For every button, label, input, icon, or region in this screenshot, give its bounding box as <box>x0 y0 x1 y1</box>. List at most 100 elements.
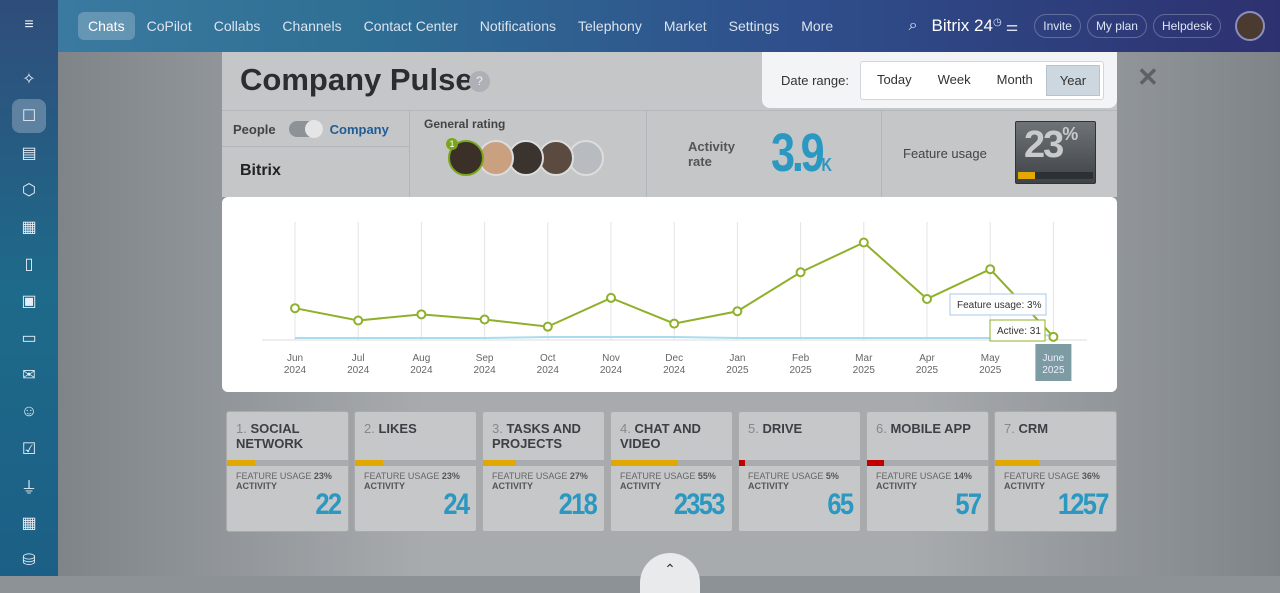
x-tick-label: 2024 <box>663 365 686 376</box>
x-tick-label: 2025 <box>789 365 812 376</box>
active-point <box>669 318 680 329</box>
range-week[interactable]: Week <box>937 71 971 87</box>
card-fu-value: 23% <box>313 471 332 481</box>
documents-icon[interactable]: ▯ <box>24 256 34 273</box>
feature-card[interactable]: 2. LIKES FEATURE USAGE 23% ACTIVITY 24 <box>354 411 477 532</box>
card-activity-label: ACTIVITY <box>876 481 918 491</box>
rating-avatar[interactable] <box>538 140 574 176</box>
card-number: 2. <box>364 421 375 436</box>
filter-icon[interactable]: ⏚ <box>20 480 37 497</box>
card-number: 6. <box>876 421 887 436</box>
avatar[interactable] <box>1235 11 1265 41</box>
x-tick-label: 2024 <box>410 365 433 376</box>
card-activity-value: 65 <box>827 488 854 521</box>
x-tick-label: Dec <box>665 353 683 364</box>
card-fu-value: 36% <box>1081 471 1100 481</box>
nav-market[interactable]: Market <box>663 18 707 34</box>
chats-icon[interactable]: ☐ <box>12 99 46 133</box>
invite-button[interactable]: Invite <box>1034 14 1081 38</box>
groups-icon[interactable]: ☺ <box>20 403 38 420</box>
nav-copilot[interactable]: CoPilot <box>146 18 192 34</box>
x-tick-label: Aug <box>413 353 431 364</box>
card-number: 1. <box>236 421 247 436</box>
nav-contact-center[interactable]: Contact Center <box>363 18 458 34</box>
x-tick-label: 2024 <box>347 365 370 376</box>
helpdesk-button[interactable]: Helpdesk <box>1152 14 1221 38</box>
database-icon[interactable]: ⛁ <box>22 552 36 569</box>
x-tick-label: 2024 <box>537 365 560 376</box>
nav-settings[interactable]: Settings <box>728 18 780 34</box>
calendar-icon[interactable]: ▦ <box>21 219 37 236</box>
rating-label: General rating <box>424 117 506 131</box>
nav-more[interactable]: More <box>801 18 834 34</box>
tasks-icon[interactable]: ☑ <box>21 441 37 458</box>
x-tick-label: Jul <box>352 353 365 364</box>
card-title: 5. DRIVE <box>748 421 858 436</box>
feature-card[interactable]: 1. SOCIAL NETWORK FEATURE USAGE 23% ACTI… <box>226 411 349 532</box>
card-name: CRM <box>1018 421 1049 436</box>
nav-collabs[interactable]: Collabs <box>213 18 261 34</box>
card-title: 4. CHAT AND VIDEO <box>620 421 730 451</box>
x-tick-label: 2025 <box>726 365 749 376</box>
card-fu-label: FEATURE USAGE <box>364 471 440 481</box>
close-icon[interactable]: ✕ <box>1137 62 1159 92</box>
card-fu-label: FEATURE USAGE <box>620 471 696 481</box>
x-tick-label: Sep <box>476 353 494 364</box>
feature-card[interactable]: 5. DRIVE FEATURE USAGE 5% ACTIVITY 65 <box>738 411 861 532</box>
active-point <box>1048 331 1059 342</box>
clock-icon: ◷ <box>992 16 1002 28</box>
x-tick-label: 2024 <box>284 365 307 376</box>
mail-icon[interactable]: ✉ <box>22 367 36 384</box>
feature-card[interactable]: 7. CRM FEATURE USAGE 36% ACTIVITY 1257 <box>994 411 1117 532</box>
active-point <box>290 303 300 314</box>
range-month[interactable]: Month <box>996 71 1033 87</box>
card-activity-label: ACTIVITY <box>236 481 278 491</box>
card-usage-bar <box>483 460 604 466</box>
my-plan-button[interactable]: My plan <box>1086 14 1147 38</box>
search-icon[interactable]: ⌕ <box>908 17 918 34</box>
active-point <box>353 315 364 326</box>
activity-cell: Activity rate 3.9K <box>647 110 882 197</box>
nav-telephony[interactable]: Telephony <box>578 18 642 34</box>
collabs-icon[interactable]: ⬡ <box>22 182 36 199</box>
settings-sliders-icon[interactable]: ⚌ <box>1005 17 1019 34</box>
card-usage-bar <box>867 460 988 466</box>
card-number: 4. <box>620 421 631 436</box>
help-icon[interactable]: ? <box>469 71 490 92</box>
card-usage-bar <box>355 460 476 466</box>
feature-card[interactable]: 4. CHAT AND VIDEO FEATURE USAGE 55% ACTI… <box>610 411 733 532</box>
activity-value: 3.9 <box>771 123 825 183</box>
board-icon[interactable]: ▣ <box>21 293 37 310</box>
copilot-icon[interactable]: ✧ <box>22 71 36 88</box>
card-activity-label: ACTIVITY <box>620 481 662 491</box>
nav-channels[interactable]: Channels <box>282 18 342 34</box>
feed-icon[interactable]: ▤ <box>21 145 37 162</box>
card-name: CHAT AND VIDEO <box>620 421 701 451</box>
card-fu-value: 23% <box>441 471 460 481</box>
rating-avatar[interactable]: 1 <box>446 138 484 176</box>
range-today[interactable]: Today <box>876 71 912 87</box>
planner-icon[interactable]: ▦ <box>21 515 37 532</box>
feature-card[interactable]: 6. MOBILE APP FEATURE USAGE 14% ACTIVITY… <box>866 411 989 532</box>
feature-card[interactable]: 3. TASKS AND PROJECTS FEATURE USAGE 27% … <box>482 411 605 532</box>
card-fu-label: FEATURE USAGE <box>876 471 952 481</box>
menu-icon[interactable]: ≡ <box>24 16 34 33</box>
card-title: 7. CRM <box>1004 421 1114 436</box>
x-tick-label: June <box>1043 353 1065 364</box>
stats-row <box>222 110 1117 197</box>
nav-chats[interactable]: Chats <box>78 12 135 40</box>
card-name: DRIVE <box>762 421 803 436</box>
card-activity-value: 22 <box>315 488 342 521</box>
x-tick-label: 2025 <box>853 365 876 376</box>
range-year[interactable]: Year <box>1045 64 1101 96</box>
cards-icon[interactable]: ▭ <box>21 330 37 347</box>
card-activity-value: 2353 <box>674 488 726 521</box>
rating-avatar[interactable] <box>478 140 514 176</box>
nav-notifications[interactable]: Notifications <box>479 18 557 34</box>
card-activity-value: 218 <box>558 488 598 521</box>
card-title: 6. MOBILE APP <box>876 421 986 436</box>
people-label[interactable]: People <box>233 121 276 137</box>
mode-toggle[interactable] <box>288 120 323 138</box>
company-label[interactable]: Company <box>329 121 389 137</box>
x-tick-label: Jun <box>287 353 303 364</box>
